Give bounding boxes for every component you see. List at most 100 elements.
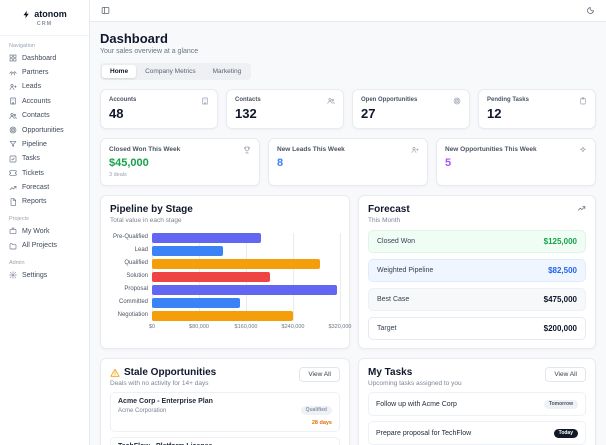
- sidebar-item-dashboard[interactable]: Dashboard: [0, 51, 89, 65]
- forecast-row-label: Weighted Pipeline: [377, 267, 434, 274]
- stage-badge: Qualified: [300, 405, 332, 415]
- contacts-icon: [9, 112, 17, 120]
- leads-icon: [9, 83, 17, 91]
- page-title: Dashboard: [100, 31, 168, 46]
- sidebar-item-accounts[interactable]: Accounts: [0, 94, 89, 108]
- tasks-subtitle: Upcoming tasks assigned to you: [368, 380, 462, 387]
- task-item[interactable]: Follow up with Acme Corp Tomorrow: [368, 392, 586, 416]
- stat-value: 132: [235, 106, 257, 121]
- stat-card-open-opportunities: Open Opportunities 27: [352, 89, 470, 129]
- stat-card-contacts: Contacts 132: [226, 89, 344, 129]
- chart-bar-lead: [152, 246, 223, 256]
- chart-category-label: Proposal: [124, 286, 148, 292]
- forecast-rows: Closed Won $125,000 Weighted Pipeline $8…: [368, 230, 586, 340]
- chart-bar-solution: [152, 272, 270, 282]
- chart-bar-pre-qualified: [152, 233, 261, 243]
- stat-label: Open Opportunities: [361, 97, 418, 103]
- users-icon: [327, 97, 335, 105]
- chart-plot-area: [152, 233, 341, 321]
- settings-icon: [9, 271, 17, 279]
- sidebar-item-partners[interactable]: Partners: [0, 65, 89, 79]
- sidebar-section-label: Projects: [9, 216, 29, 223]
- building-icon: [201, 97, 209, 105]
- logo-subtitle: CRM: [36, 21, 53, 27]
- sidebar-item-my-work[interactable]: My Work: [0, 224, 89, 238]
- stale-opportunity-item[interactable]: TechFlow - Platform License TechFlow Sol…: [110, 436, 340, 445]
- sidebar-nav: Navigation Dashboard Partners Leads Acco…: [0, 36, 89, 282]
- stat-cards-row: Accounts 48 Contacts 132 Open Opportunit…: [100, 89, 596, 129]
- days-inactive: 28 days: [311, 419, 332, 426]
- pipeline-panel: Pipeline by Stage Total value in each st…: [100, 195, 351, 349]
- task-name: Prepare proposal for TechFlow: [376, 429, 472, 437]
- bottom-row: Stale Opportunities Deals with no activi…: [100, 358, 596, 445]
- stat-label: Accounts: [109, 97, 137, 103]
- opportunity-company: Acme Corporation: [118, 407, 167, 414]
- clipboard-icon: [579, 97, 587, 105]
- sidebar: atonom CRM Navigation Dashboard Partners…: [0, 0, 90, 445]
- sidebar-item-pipeline[interactable]: Pipeline: [0, 137, 89, 151]
- task-due-badge: Today: [553, 428, 578, 438]
- accounts-icon: [9, 97, 17, 105]
- tasks-icon: [9, 155, 17, 163]
- task-item[interactable]: Prepare proposal for TechFlow Today: [368, 421, 586, 445]
- tab-company-metrics[interactable]: Company Metrics: [145, 68, 196, 75]
- forecast-subtitle: This Month: [368, 217, 401, 224]
- sidebar-item-contacts[interactable]: Contacts: [0, 109, 89, 123]
- stat-value: 12: [487, 106, 502, 121]
- chart-y-labels: Pre-Qualified Lead Qualified Solution Propos…: [110, 233, 152, 321]
- stat-card-accounts: Accounts 48: [100, 89, 218, 129]
- tasks-view-all-button[interactable]: View All: [545, 367, 586, 382]
- tab-marketing[interactable]: Marketing: [212, 68, 242, 75]
- sidebar-item-label: Dashboard: [22, 54, 57, 62]
- chart-x-tick: $0: [148, 323, 156, 330]
- stale-opportunity-item[interactable]: Acme Corp - Enterprise Plan Acme Corpora…: [110, 392, 340, 432]
- sidebar-item-leads[interactable]: Leads: [0, 80, 89, 94]
- forecast-row-closed-won: Closed Won $125,000: [368, 230, 586, 253]
- theme-toggle-icon[interactable]: [586, 6, 595, 15]
- my-tasks-panel: My Tasks Upcoming tasks assigned to you …: [358, 358, 596, 445]
- stat-value: 27: [361, 106, 376, 121]
- week-card-new-opportunities-this-week: New Opportunities This Week 5: [436, 138, 596, 186]
- page-subtitle: Your sales overview at a glance: [100, 48, 199, 55]
- tab-home[interactable]: Home: [102, 65, 137, 78]
- sidebar-item-settings[interactable]: Settings: [0, 268, 89, 282]
- sidebar-item-label: Opportunities: [22, 126, 64, 134]
- dashboard-content: Dashboard Your sales overview at a glanc…: [90, 22, 606, 445]
- user-plus-icon: [411, 146, 419, 154]
- week-card-label: New Leads This Week: [277, 146, 345, 153]
- trophy-icon: [243, 146, 251, 154]
- sidebar-item-tasks[interactable]: Tasks: [0, 152, 89, 166]
- chart-x-tick: $80,000: [189, 323, 209, 330]
- sidebar-item-all-projects[interactable]: All Projects: [0, 239, 89, 253]
- stale-subtitle: Deals with no activity for 14+ days: [110, 380, 209, 387]
- forecast-row-value: $475,000: [543, 295, 577, 304]
- pipeline-title: Pipeline by Stage: [110, 204, 193, 215]
- week-card-note: 3 deals: [109, 172, 127, 178]
- forecast-row-target: Target $200,000: [368, 317, 586, 340]
- chart-bar-qualified: [152, 259, 320, 269]
- stale-view-all-button[interactable]: View All: [299, 367, 340, 382]
- sidebar-item-label: Forecast: [22, 184, 50, 192]
- sidebar-section-label: Navigation: [9, 43, 35, 49]
- sparkles-icon: [579, 146, 587, 154]
- sidebar-item-opportunities[interactable]: Opportunities: [0, 123, 89, 137]
- middle-row: Pipeline by Stage Total value in each st…: [100, 195, 596, 349]
- logo: atonom CRM: [0, 7, 89, 36]
- stat-card-pending-tasks: Pending Tasks 12: [478, 89, 596, 129]
- chart-category-label: Negotiation: [117, 312, 148, 318]
- logo-title: atonom: [34, 9, 67, 19]
- sidebar-toggle-icon[interactable]: [101, 6, 110, 15]
- pipeline-icon: [9, 140, 17, 148]
- sidebar-item-label: Reports: [22, 198, 47, 206]
- chart-x-tick: $240,000: [281, 323, 305, 330]
- sidebar-item-reports[interactable]: Reports: [0, 195, 89, 209]
- chart-bar-negotiation: [152, 311, 293, 321]
- sidebar-item-forecast[interactable]: Forecast: [0, 180, 89, 194]
- sidebar-item-label: All Projects: [22, 242, 58, 250]
- forecast-row-label: Best Case: [377, 296, 410, 303]
- sidebar-item-tickets[interactable]: Tickets: [0, 166, 89, 180]
- stale-opportunities-panel: Stale Opportunities Deals with no activi…: [100, 358, 350, 445]
- task-due-badge: Tomorrow: [543, 399, 578, 409]
- week-card-new-leads-this-week: New Leads This Week 8: [268, 138, 428, 186]
- partners-icon: [9, 69, 17, 77]
